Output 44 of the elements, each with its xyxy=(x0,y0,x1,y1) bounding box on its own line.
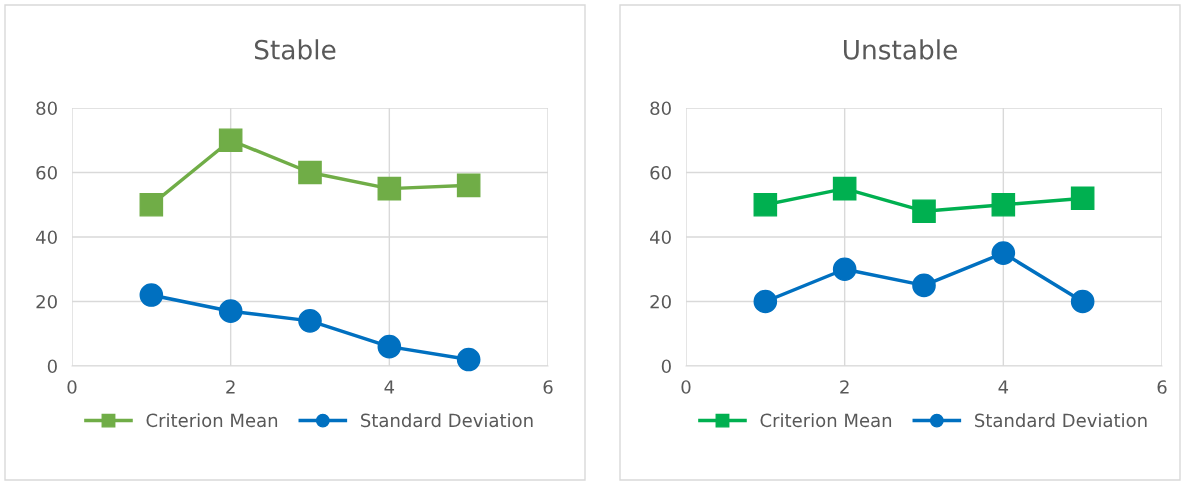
point xyxy=(832,176,857,201)
point xyxy=(139,192,164,217)
y-tick-label: 20 xyxy=(36,294,57,309)
y-tick-label: 20 xyxy=(650,294,671,309)
chart-title: Stable xyxy=(254,39,336,60)
point xyxy=(218,128,243,153)
point xyxy=(139,283,164,307)
y-tick-label: 60 xyxy=(36,165,57,180)
point xyxy=(991,192,1016,217)
y-tick-label: 0 xyxy=(47,359,57,374)
x-tick-label: 6 xyxy=(1157,380,1167,394)
legend-label: Standard Deviation xyxy=(361,413,533,428)
point xyxy=(912,273,936,298)
point xyxy=(377,334,402,359)
point xyxy=(753,192,778,217)
x-tick-label: 0 xyxy=(67,380,77,394)
legend-label: Criterion Mean xyxy=(146,413,278,428)
point xyxy=(753,289,778,314)
point xyxy=(377,176,402,201)
y-tick-label: 0 xyxy=(661,359,671,374)
x-tick-label: 4 xyxy=(384,380,395,394)
point xyxy=(218,299,243,323)
point xyxy=(912,199,936,224)
point xyxy=(1070,289,1095,314)
y-tick-label: 40 xyxy=(650,230,671,245)
y-tick-label: 40 xyxy=(36,230,57,245)
point xyxy=(298,309,322,333)
point xyxy=(456,173,481,198)
point xyxy=(456,347,481,372)
point xyxy=(298,160,322,185)
x-tick-label: 2 xyxy=(840,380,849,394)
point xyxy=(832,257,857,282)
point xyxy=(1070,186,1095,211)
legend-label: Criterion Mean xyxy=(760,413,892,428)
x-tick-label: 4 xyxy=(998,380,1009,394)
legend-label: Standard Deviation xyxy=(975,413,1147,428)
x-tick-label: 2 xyxy=(226,380,235,394)
x-tick-label: 0 xyxy=(681,380,691,394)
point xyxy=(991,241,1016,265)
y-tick-label: 80 xyxy=(650,101,671,116)
x-tick-label: 6 xyxy=(543,380,553,394)
y-tick-label: 80 xyxy=(36,101,57,116)
y-tick-label: 60 xyxy=(650,165,671,180)
chart-title: Unstable xyxy=(843,39,957,60)
